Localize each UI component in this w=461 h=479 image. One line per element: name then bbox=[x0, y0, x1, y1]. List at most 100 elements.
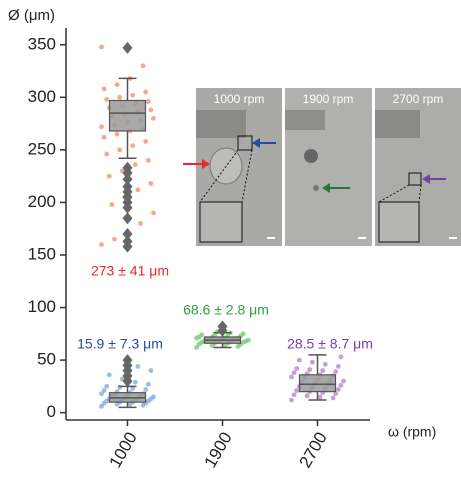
point bbox=[145, 157, 151, 163]
point bbox=[291, 392, 297, 398]
point bbox=[132, 162, 138, 167]
y-tick-label: 50 bbox=[37, 350, 56, 369]
flier bbox=[122, 166, 133, 179]
droplet bbox=[304, 149, 318, 163]
point bbox=[104, 383, 110, 389]
point bbox=[289, 397, 294, 403]
flier bbox=[122, 212, 133, 225]
point bbox=[99, 403, 104, 409]
flier bbox=[217, 320, 228, 333]
point bbox=[143, 139, 149, 144]
flier bbox=[122, 354, 133, 367]
inset-label: 1000 rpm bbox=[214, 92, 265, 106]
annotation: 28.5 ± 8.7 μm bbox=[287, 336, 373, 352]
point bbox=[112, 236, 117, 242]
point bbox=[151, 115, 156, 121]
point bbox=[194, 345, 199, 350]
point bbox=[99, 124, 104, 130]
zoom-line bbox=[418, 184, 422, 203]
arrow-head bbox=[422, 174, 430, 184]
x-tick-label: 1900 bbox=[200, 429, 235, 471]
point bbox=[130, 92, 136, 98]
y-tick-label: 100 bbox=[28, 297, 56, 316]
point bbox=[117, 94, 123, 100]
flier bbox=[122, 227, 133, 240]
point bbox=[330, 395, 336, 401]
point bbox=[101, 134, 107, 140]
zoom-box bbox=[408, 172, 422, 186]
y-tick-label: 150 bbox=[28, 244, 56, 263]
y-tick-label: 250 bbox=[28, 139, 56, 158]
point bbox=[130, 386, 136, 391]
point bbox=[341, 378, 346, 384]
point bbox=[338, 382, 344, 388]
point bbox=[145, 381, 151, 387]
inset-label: 1900 rpm bbox=[303, 92, 354, 106]
point bbox=[135, 363, 141, 369]
y-tick-label: 350 bbox=[28, 34, 56, 53]
scale-bar bbox=[267, 237, 275, 239]
arrow-head bbox=[252, 138, 260, 148]
flier bbox=[122, 173, 133, 186]
droplet bbox=[209, 147, 243, 185]
point bbox=[148, 181, 154, 186]
point bbox=[333, 369, 339, 375]
flier bbox=[122, 41, 133, 54]
point bbox=[101, 86, 107, 92]
scale-bar bbox=[449, 237, 457, 239]
x-tick-label: 2700 bbox=[295, 429, 330, 471]
point bbox=[291, 370, 297, 376]
point bbox=[99, 242, 104, 247]
nozzle bbox=[196, 110, 246, 138]
zoom-panel bbox=[378, 201, 420, 243]
point bbox=[101, 388, 107, 393]
arrow-head bbox=[202, 159, 210, 169]
inset-label: 2700 rpm bbox=[393, 92, 444, 106]
point bbox=[335, 363, 341, 369]
point bbox=[333, 391, 339, 397]
flier bbox=[122, 201, 133, 214]
point bbox=[99, 44, 104, 50]
point bbox=[109, 202, 115, 207]
point bbox=[138, 221, 143, 226]
point bbox=[106, 173, 112, 179]
point bbox=[143, 89, 149, 95]
point bbox=[335, 387, 341, 392]
point bbox=[246, 337, 251, 343]
point bbox=[114, 131, 120, 137]
point bbox=[130, 143, 136, 149]
y-axis-label: Ø (μm) bbox=[8, 7, 55, 24]
y-tick-label: 0 bbox=[47, 402, 56, 421]
y-tick-label: 200 bbox=[28, 192, 56, 211]
point bbox=[151, 210, 156, 216]
nozzle bbox=[285, 110, 325, 130]
x-axis-label: ω (rpm) bbox=[388, 424, 436, 440]
point bbox=[289, 374, 294, 380]
point bbox=[304, 393, 310, 399]
point bbox=[114, 82, 120, 88]
box bbox=[298, 374, 337, 393]
point bbox=[240, 331, 246, 337]
y-tick-label: 300 bbox=[28, 87, 56, 106]
point bbox=[212, 332, 218, 338]
point bbox=[199, 332, 205, 338]
point bbox=[143, 387, 149, 392]
point bbox=[294, 388, 300, 393]
droplet bbox=[313, 185, 319, 191]
point bbox=[117, 147, 123, 153]
arrow-head bbox=[322, 183, 330, 193]
point bbox=[317, 394, 323, 400]
point bbox=[338, 354, 344, 360]
nozzle bbox=[375, 110, 420, 138]
point bbox=[148, 368, 154, 373]
point bbox=[135, 187, 141, 193]
point bbox=[296, 357, 302, 363]
insets: 1000 rpm 1900 rpm 2700 rpm bbox=[183, 88, 461, 246]
annotation: 15.9 ± 7.3 μm bbox=[77, 336, 163, 352]
point bbox=[148, 107, 154, 113]
flier bbox=[122, 240, 133, 253]
zoom-panel bbox=[199, 201, 243, 243]
box bbox=[108, 99, 147, 132]
point bbox=[307, 367, 313, 372]
